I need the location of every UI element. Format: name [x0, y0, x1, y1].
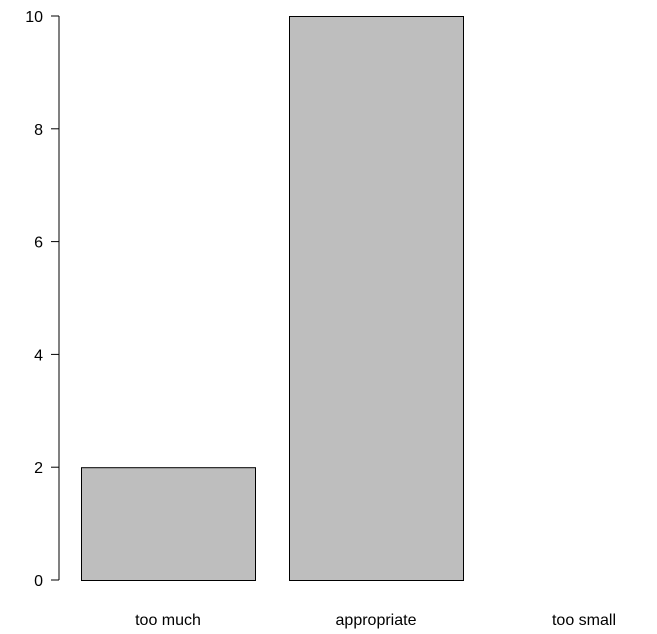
y-tick-label: 4: [34, 347, 43, 364]
x-axis-labels: too much appropriate too small: [135, 612, 616, 629]
y-tick-label: 6: [34, 235, 43, 252]
y-tick-label: 8: [34, 122, 43, 139]
bar-appropriate: [289, 16, 464, 581]
bars: [81, 16, 464, 582]
bar-too-much: [81, 467, 256, 582]
x-category-label: too much: [135, 612, 201, 629]
y-tick-label: 0: [34, 573, 43, 590]
x-category-label: too small: [552, 612, 616, 629]
y-tick-label: 2: [34, 460, 43, 477]
y-axis: 0 2 4 6 8 10: [25, 9, 60, 590]
x-category-label: appropriate: [336, 612, 417, 629]
y-tick-label: 10: [25, 9, 43, 26]
